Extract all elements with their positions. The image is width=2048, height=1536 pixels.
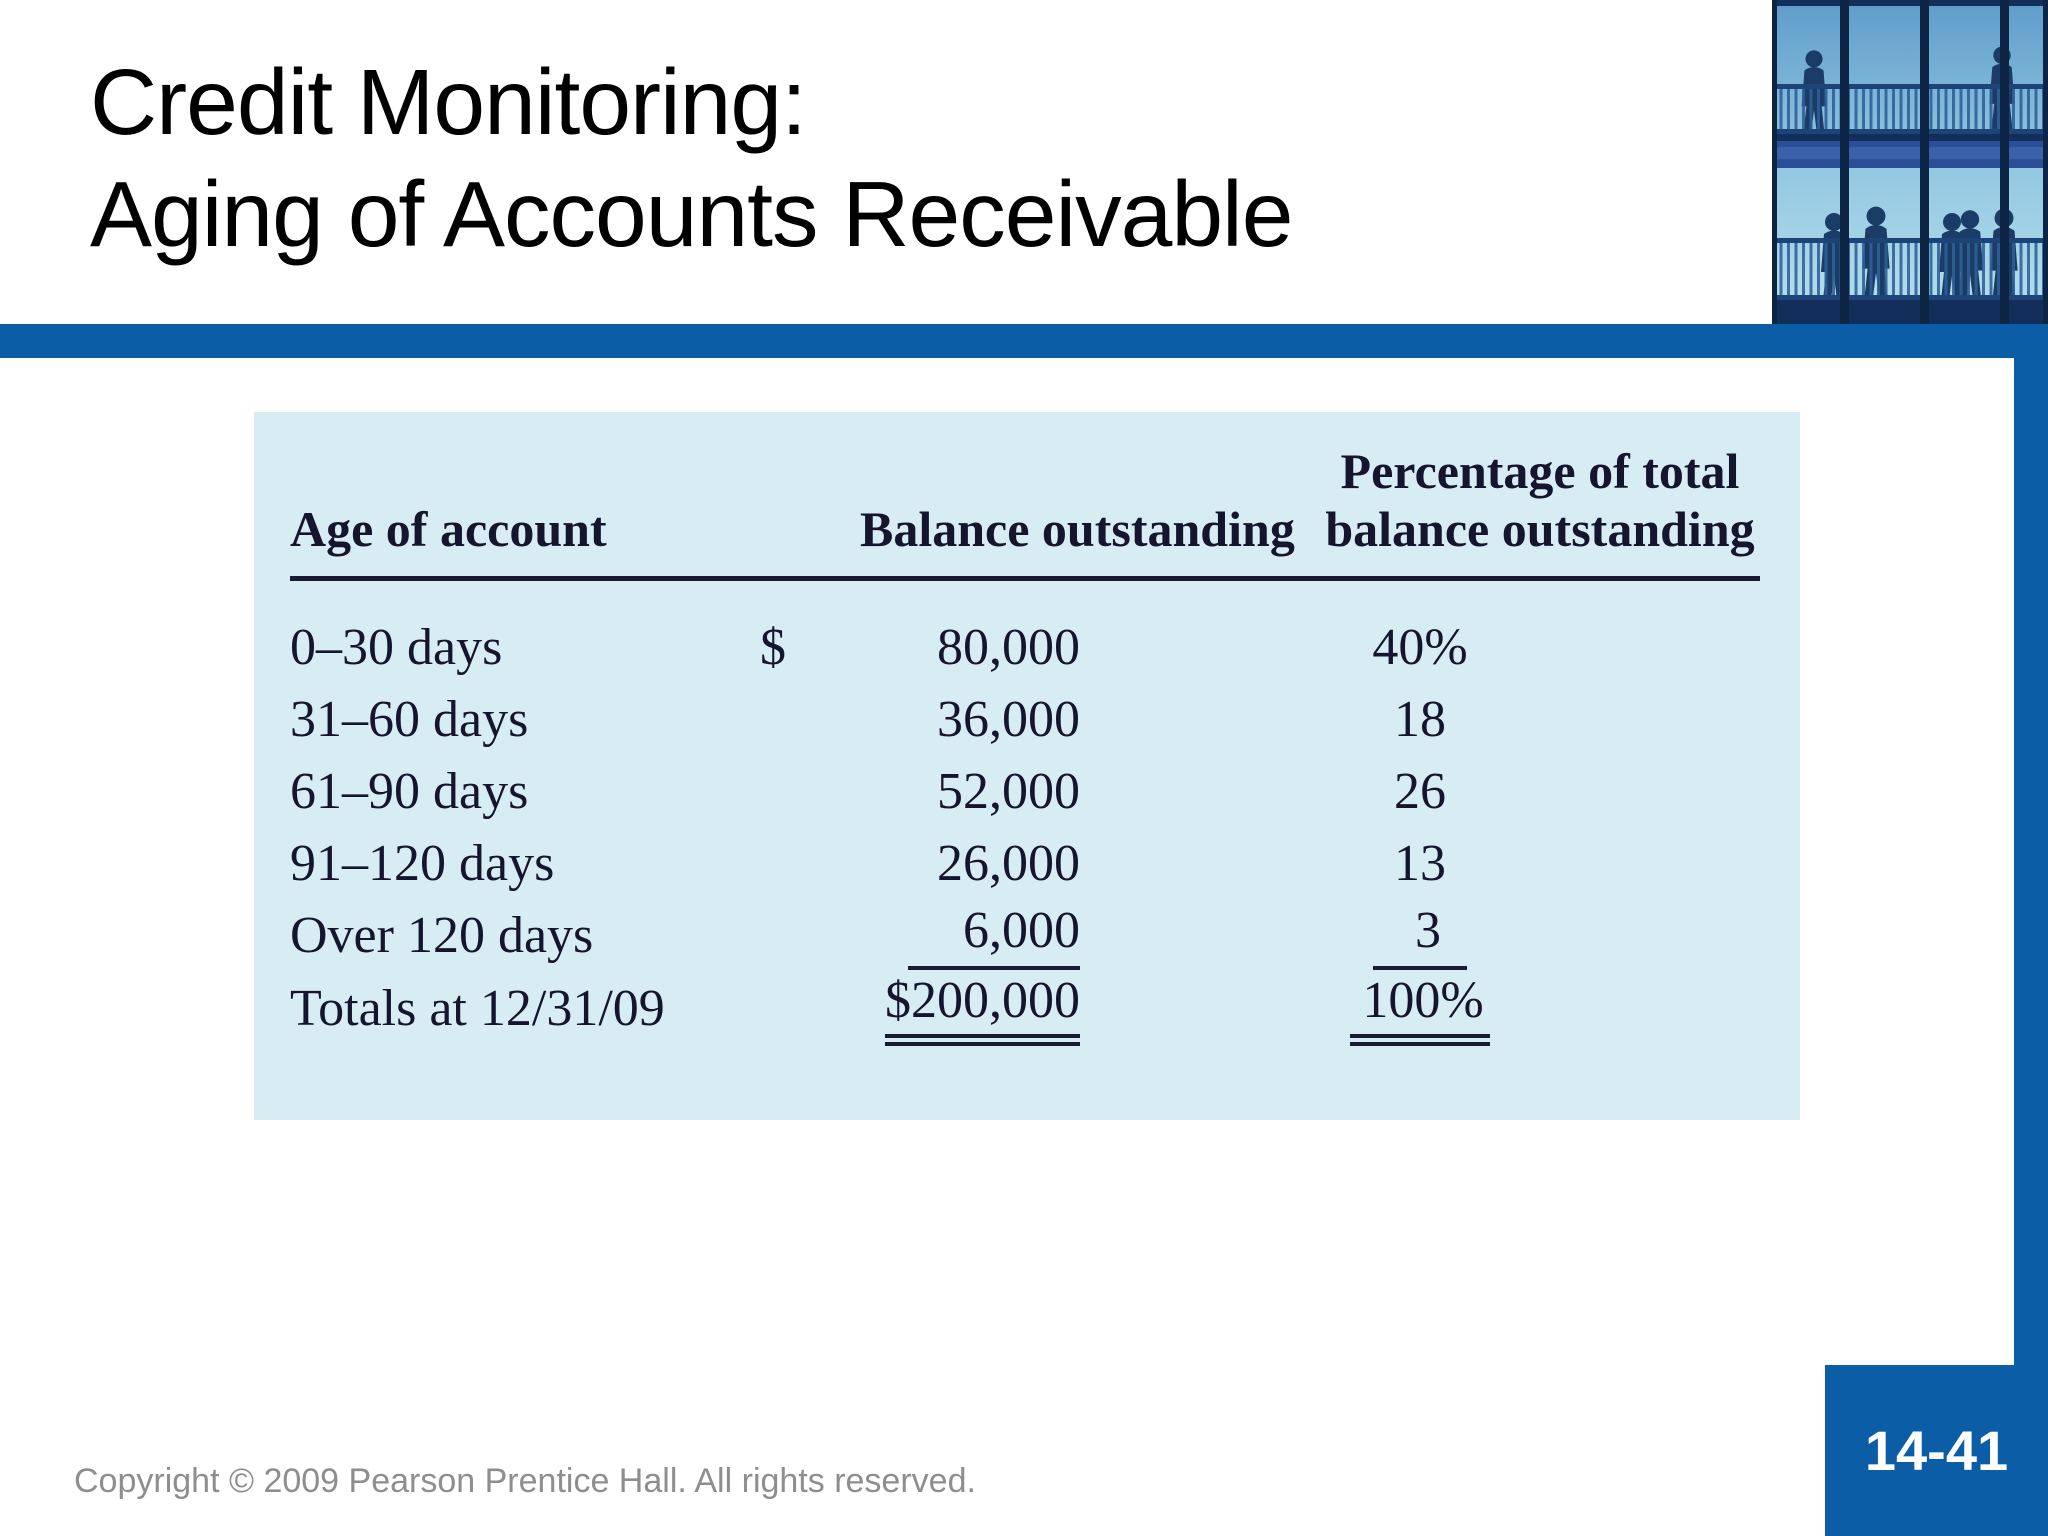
header-percentage-line2: balance outstanding <box>1325 501 1755 557</box>
balance-total-double-underlined: $200,000 <box>885 971 1080 1046</box>
balance-value-underlined: 6,000 <box>908 901 1080 970</box>
balance-cell: 36,000 <box>760 683 1080 755</box>
percent-total-double-underlined: 100% <box>1350 971 1490 1046</box>
table-row-totals: Totals at 12/31/09 $200,000 100% <box>290 971 1760 1046</box>
balance-cell: 52,000 <box>760 755 1080 827</box>
currency-symbol: $ <box>760 618 786 676</box>
percent-cell: 13 <box>1394 834 1446 892</box>
header-percentage-of-total: Percentage of total balance outstanding <box>1080 442 1760 581</box>
age-cell: 31–60 days <box>290 690 529 748</box>
percent-cell: 26 <box>1394 762 1446 820</box>
balance-cell: $ 80,000 <box>760 579 1080 684</box>
building-photo-graphic <box>1772 0 2048 324</box>
percent-cell: 3 <box>1080 899 1760 971</box>
slide-title: Credit Monitoring: Aging of Accounts Rec… <box>90 46 1690 270</box>
age-cell: 91–120 days <box>290 834 555 892</box>
table-header-row: Age of account Balance outstanding Perce… <box>290 442 1760 581</box>
balance-cell-totals: $200,000 <box>760 971 1080 1046</box>
building-people-photo <box>1772 0 2048 324</box>
age-cell: 61–90 days <box>290 762 529 820</box>
accent-bar <box>0 324 2048 358</box>
balance-value: 36,000 <box>937 690 1080 748</box>
page-number: 14-41 <box>1864 1419 2009 1482</box>
table-row: 31–60 days 36,000 18 <box>290 683 1760 755</box>
header-age-of-account: Age of account <box>290 442 760 581</box>
aging-table-panel: Age of account Balance outstanding Perce… <box>254 412 1800 1120</box>
age-cell-totals: Totals at 12/31/09 <box>290 980 665 1037</box>
balance-cell: 26,000 <box>760 827 1080 899</box>
percent-cell: 18 <box>1394 690 1446 748</box>
percent-cell-totals: 100% <box>1080 971 1760 1046</box>
percent-value-underlined: 3 <box>1373 901 1467 970</box>
aging-table: Age of account Balance outstanding Perce… <box>290 442 1760 1046</box>
age-cell: Over 120 days <box>290 906 594 964</box>
balance-cell: 6,000 <box>760 899 1080 971</box>
accent-stripe-right <box>2014 324 2048 1366</box>
header-balance-outstanding: Balance outstanding <box>760 442 1295 581</box>
table-row: 61–90 days 52,000 26 <box>290 755 1760 827</box>
slide-title-line2: Aging of Accounts Receivable <box>90 162 1293 266</box>
table-row: 0–30 days $ 80,000 40% <box>290 579 1760 684</box>
age-cell: 0–30 days <box>290 618 503 676</box>
header-percentage-line1: Percentage of total <box>1340 443 1740 499</box>
page-number-box: 14-41 <box>1825 1365 2048 1536</box>
table-row: 91–120 days 26,000 13 <box>290 827 1760 899</box>
copyright-footer: Copyright © 2009 Pearson Prentice Hall. … <box>74 1462 976 1500</box>
table-row: Over 120 days 6,000 3 <box>290 899 1760 971</box>
balance-value: 80,000 <box>937 618 1080 676</box>
percent-cell: 40% <box>1372 618 1468 676</box>
balance-value: 26,000 <box>937 834 1080 892</box>
balance-value: 52,000 <box>937 762 1080 820</box>
slide-title-line1: Credit Monitoring: <box>90 50 807 154</box>
